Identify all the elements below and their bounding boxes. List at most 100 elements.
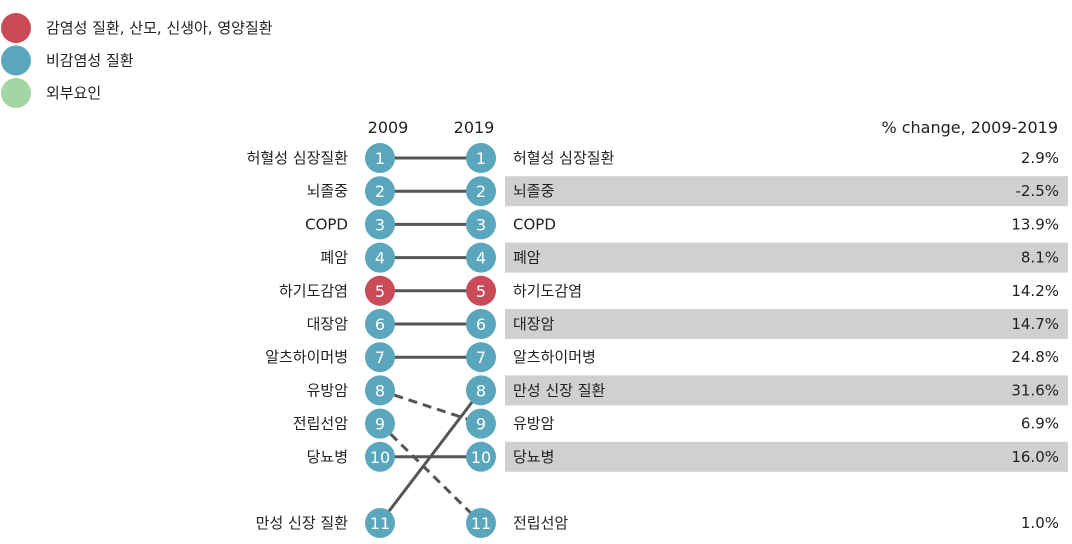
node-2019-rank: 8 [476,381,486,400]
node-2019-rank: 1 [476,149,486,168]
node-2009-rank: 8 [375,381,385,400]
rank-link [379,388,482,426]
label-2009: 유방암 [307,381,349,399]
node-2009 [365,441,395,472]
change-value: -2.5% [1015,182,1059,200]
change-value: 16.0% [1011,448,1059,466]
node-2019 [466,508,496,538]
node-2019 [466,375,496,406]
node-2019 [466,275,496,306]
change-value: 13.9% [1011,215,1059,233]
node-2009-rank: 1 [375,149,385,168]
label-2009: 하기도감염 [279,282,348,300]
label-2019: 뇌졸중 [513,182,554,200]
label-2019: 만성 신장 질환 [513,381,606,399]
node-2009 [365,342,395,373]
label-2009: COPD [305,215,348,233]
change-value: 2.9% [1021,149,1059,167]
node-2009-rank: 11 [370,514,390,533]
node-2019-rank: 4 [476,249,486,268]
row-shade [505,309,1068,339]
change-value: 14.2% [1011,282,1059,300]
legend-swatch [1,13,31,43]
label-2009: 알츠하이머병 [265,348,348,366]
node-2019-rank: 5 [476,282,486,301]
column-headers: 2009 2019 % change, 2009-2019 [368,118,1058,137]
legend-swatch [1,78,31,108]
node-2009-rank: 6 [375,315,385,334]
change-header: % change, 2009-2019 [881,118,1058,137]
label-2009: 대장암 [307,315,349,333]
node-2009-rank: 3 [375,215,385,234]
node-2019-rank: 3 [476,215,486,234]
label-2019: 알츠하이머병 [513,348,596,366]
label-2009: 뇌졸중 [307,182,348,200]
row-shade [505,375,1068,406]
row-labels: 허혈성 심장질환뇌졸중COPD폐암하기도감염대장암알츠하이머병유방암전립선암당뇨… [247,149,1059,532]
change-value: 24.8% [1011,348,1059,366]
label-2009: 전립선암 [293,415,348,433]
node-2019 [466,309,496,339]
node-2009 [365,176,395,207]
node-2009 [365,408,395,439]
node-2009 [365,309,395,339]
node-2009-rank: 9 [375,415,385,434]
year-2009-header: 2009 [368,118,409,137]
node-2019 [466,441,496,472]
node-2019 [466,209,496,240]
label-2019: 하기도감염 [513,282,582,300]
node-2009 [365,375,395,406]
node-2019-rank: 9 [476,415,486,434]
legend-label: 비감염성 질환 [46,52,134,70]
node-2019 [466,143,496,173]
rank-link [378,422,483,525]
node-2009-rank: 10 [370,448,390,467]
label-2019: 폐암 [513,249,541,267]
node-2009 [365,242,395,273]
change-value: 1.0% [1021,514,1059,532]
label-2019: 전립선암 [513,514,568,532]
rank-link [378,389,483,524]
row-shade [505,176,1068,207]
node-2019 [466,342,496,373]
label-2009: 허혈성 심장질환 [247,149,349,167]
node-2009-rank: 7 [375,348,385,367]
rank-links [378,156,483,525]
node-2019 [466,176,496,207]
row-shading [505,176,1068,472]
node-2009-rank: 4 [375,249,385,268]
node-2019 [466,242,496,273]
legend-label: 감염성 질환, 산모, 신생아, 영양질환 [46,19,273,37]
node-2009-rank: 2 [375,182,385,201]
label-2019: 당뇨병 [513,448,554,466]
legend-label: 외부요인 [46,84,101,102]
node-2019-rank: 2 [476,182,486,201]
node-2019-rank: 10 [471,448,491,467]
label-2019: COPD [513,215,556,233]
legend-swatch [1,45,31,76]
label-2019: 대장암 [513,315,555,333]
node-2009 [365,508,395,538]
node-2019 [466,408,496,439]
label-2019: 유방암 [513,415,555,433]
change-value: 6.9% [1021,415,1059,433]
change-value: 14.7% [1011,315,1059,333]
label-2009: 당뇨병 [307,448,348,466]
label-2009: 폐암 [320,249,348,267]
node-2019-rank: 7 [476,348,486,367]
change-value: 31.6% [1011,381,1059,399]
label-2019: 허혈성 심장질환 [513,149,615,167]
change-value: 8.1% [1021,249,1059,267]
row-shade [505,242,1068,273]
year-2019-header: 2019 [454,118,495,137]
node-2009-rank: 5 [375,282,385,301]
node-2019-rank: 11 [471,514,491,533]
node-2009 [365,143,395,173]
label-2009: 만성 신장 질환 [256,514,349,532]
node-2009 [365,275,395,306]
node-2019-rank: 6 [476,315,486,334]
row-shade [505,441,1068,472]
